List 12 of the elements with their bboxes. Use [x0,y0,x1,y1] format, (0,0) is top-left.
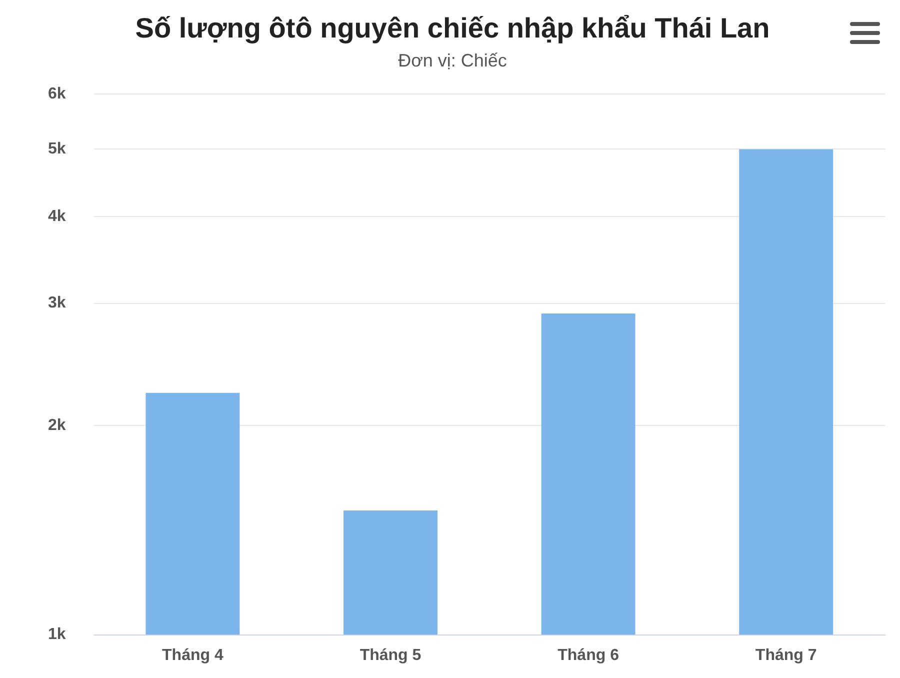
y-tick-label: 6k [48,86,66,103]
x-tick-label: Tháng 6 [558,646,620,664]
y-tick-label: 4k [48,208,66,225]
chart-title: Số lượng ôtô nguyên chiếc nhập khẩu Thái Lan [135,12,770,44]
x-tick-label: Tháng 7 [755,646,817,664]
y-tick-label: 3k [48,294,66,312]
y-tick-label: 2k [48,417,66,434]
x-tick-label: Tháng 5 [360,646,422,664]
x-tick-label: Tháng 4 [162,646,224,664]
y-tick-label: 1k [48,626,66,644]
y-tick-label: 5k [48,140,66,158]
chart-subtitle: Đơn vị: Chiếc [398,50,507,70]
